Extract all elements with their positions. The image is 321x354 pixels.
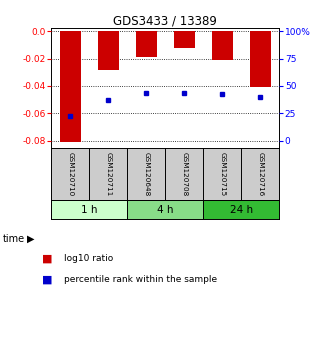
Title: GDS3433 / 13389: GDS3433 / 13389 <box>113 14 217 27</box>
Bar <box>98 31 119 69</box>
Bar <box>250 31 271 87</box>
Text: 1 h: 1 h <box>81 205 98 215</box>
Bar <box>212 31 233 60</box>
Bar <box>127 200 203 219</box>
Text: ■: ■ <box>42 253 52 263</box>
Text: GSM120711: GSM120711 <box>105 152 111 196</box>
Text: time: time <box>3 234 25 244</box>
Bar <box>136 31 157 57</box>
Bar <box>174 31 195 47</box>
Text: ▶: ▶ <box>27 234 35 244</box>
Bar <box>51 200 127 219</box>
Text: 4 h: 4 h <box>157 205 174 215</box>
Bar <box>203 200 279 219</box>
Text: ■: ■ <box>42 275 52 285</box>
Text: GSM120715: GSM120715 <box>219 152 225 196</box>
Text: GSM120648: GSM120648 <box>143 152 149 196</box>
Text: GSM120716: GSM120716 <box>257 152 263 196</box>
Bar <box>60 31 81 142</box>
Text: percentile rank within the sample: percentile rank within the sample <box>64 275 217 284</box>
Text: log10 ratio: log10 ratio <box>64 254 113 263</box>
Text: GSM120708: GSM120708 <box>181 152 187 196</box>
Text: GSM120710: GSM120710 <box>67 152 74 196</box>
Text: 24 h: 24 h <box>230 205 253 215</box>
